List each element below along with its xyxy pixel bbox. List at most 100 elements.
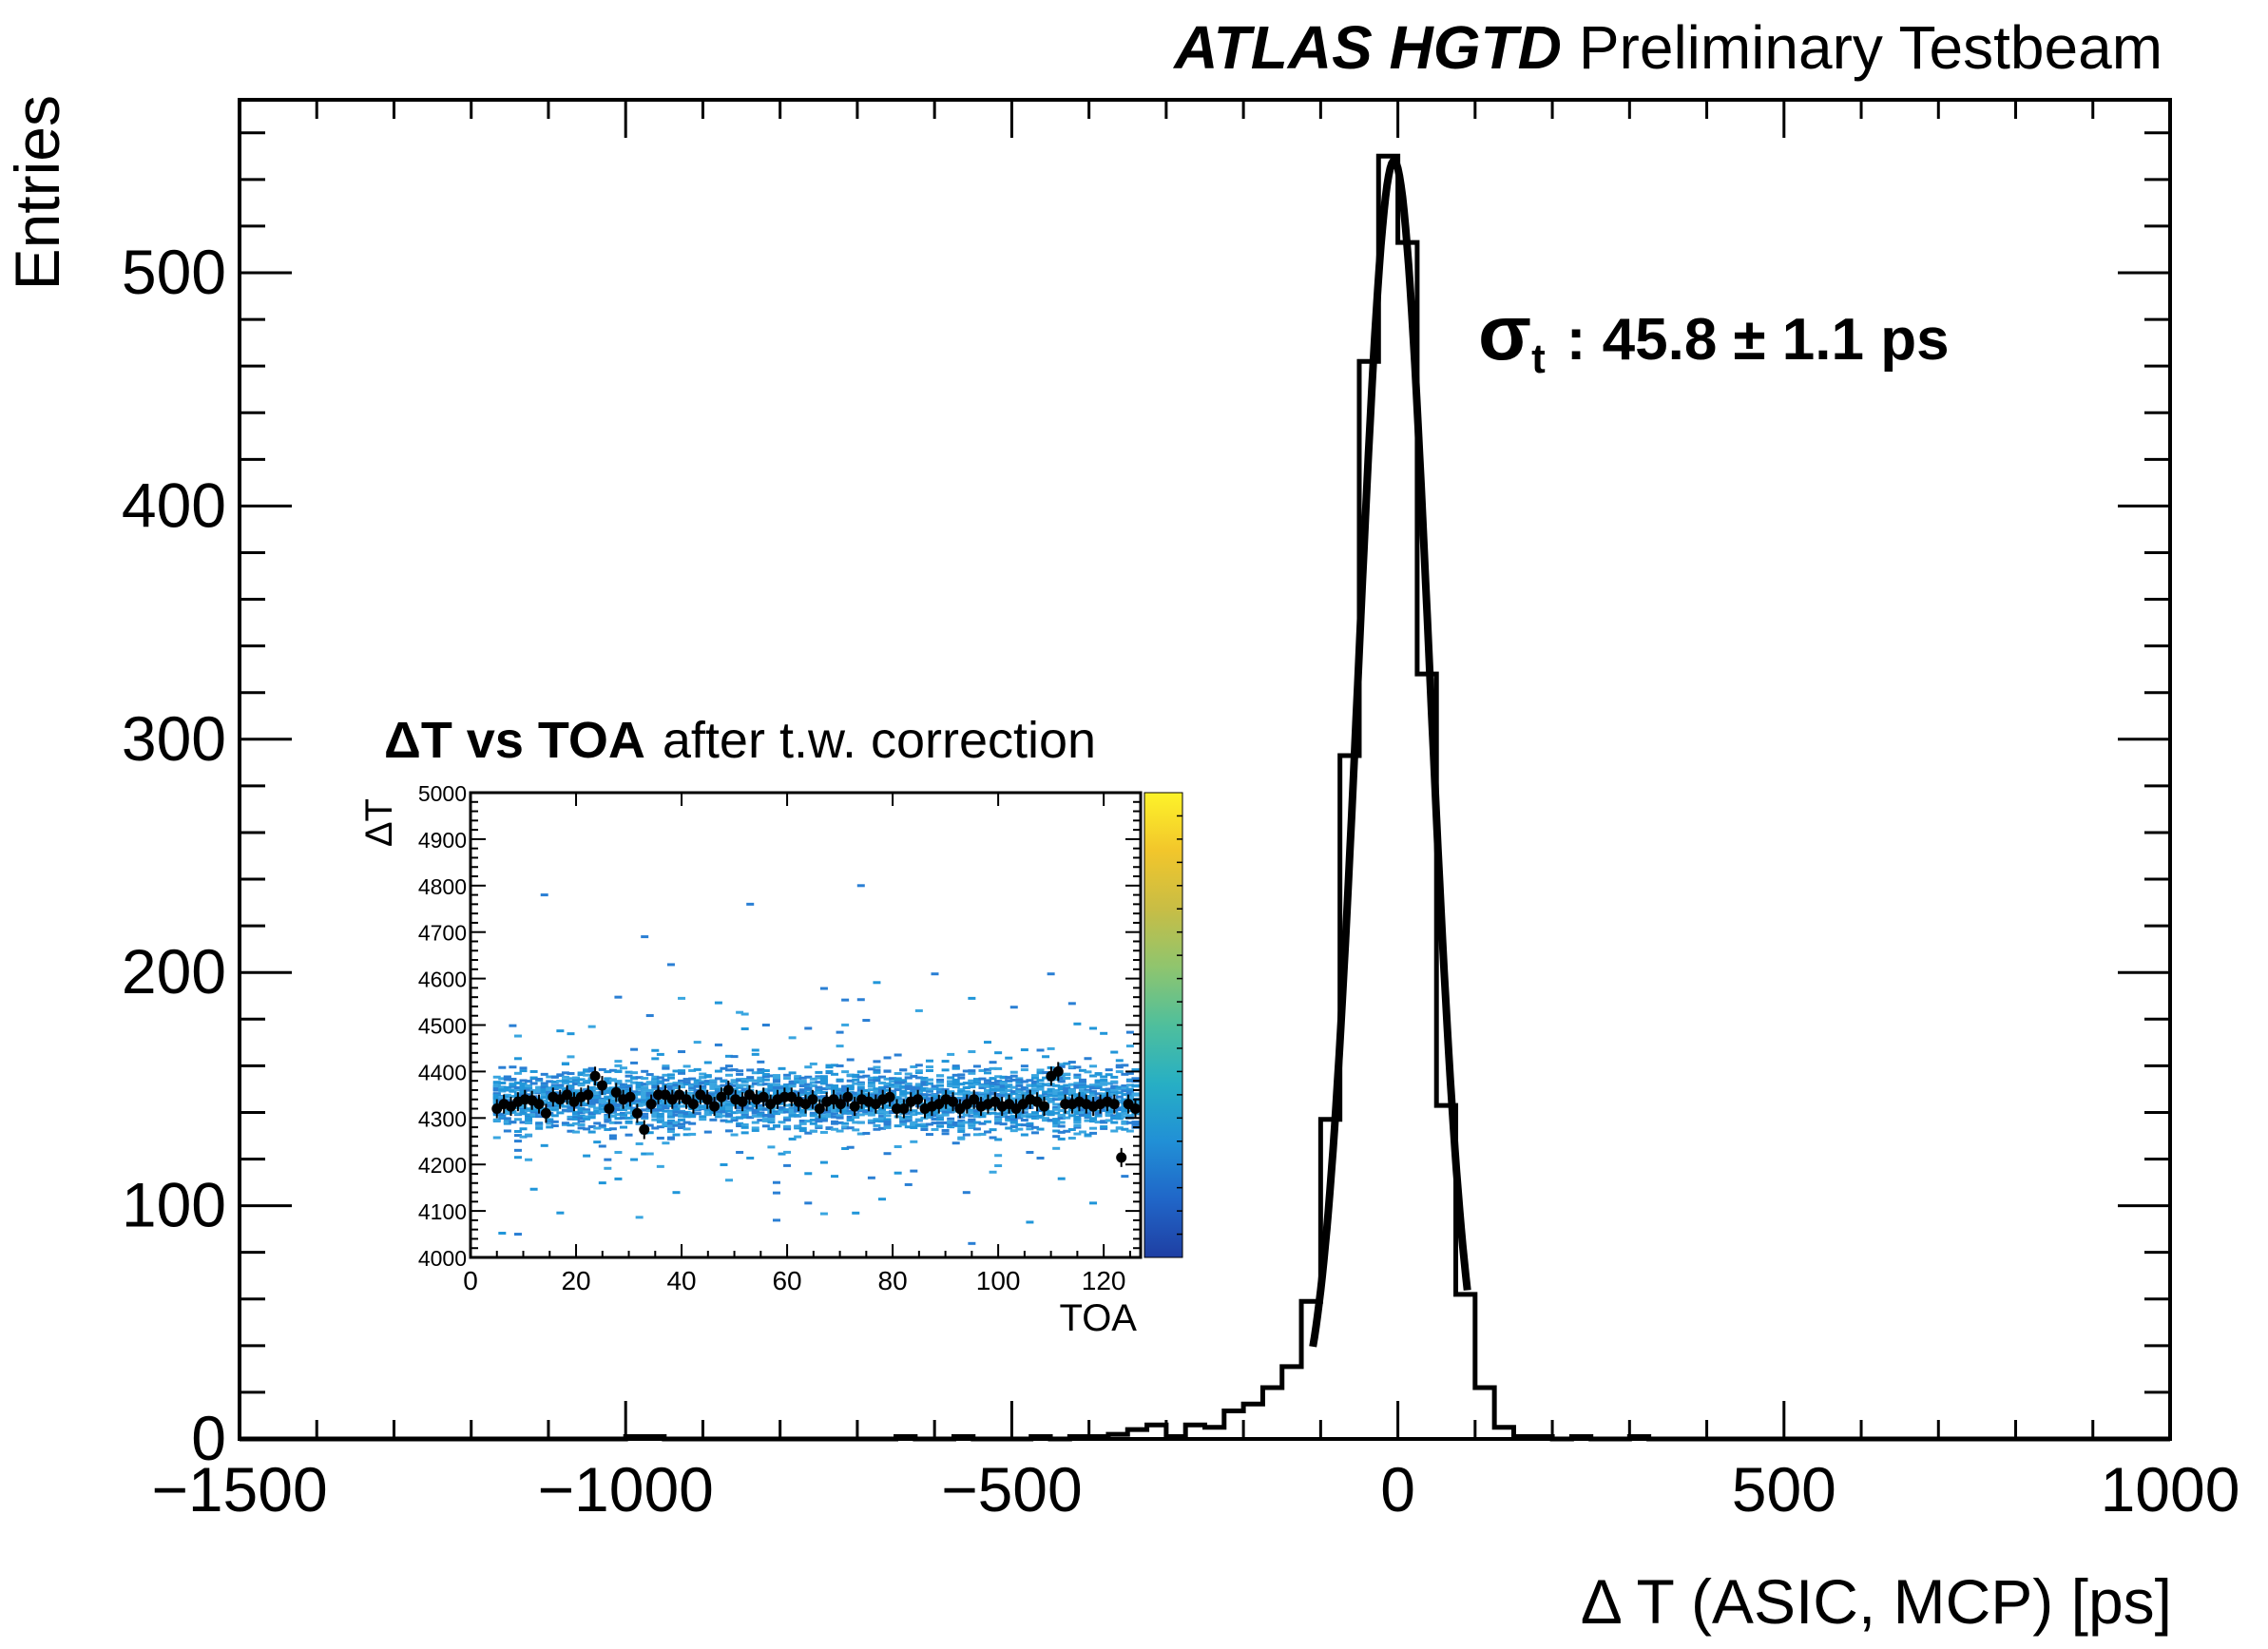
inset-cell [561, 1062, 569, 1065]
inset-cell [608, 1127, 617, 1131]
inset-cell [598, 1104, 606, 1108]
inset-cell [1115, 1064, 1124, 1067]
inset-cell [561, 1098, 569, 1102]
inset-cell [852, 1093, 860, 1097]
inset-cell [1067, 1127, 1076, 1131]
inset-cell [867, 1081, 875, 1084]
inset-profile-point [716, 1091, 727, 1103]
inset-cell [678, 1113, 686, 1117]
inset-cell [984, 1082, 992, 1085]
inset-cell [951, 1078, 960, 1082]
inset-cell [546, 1122, 554, 1125]
inset-cell [703, 1110, 712, 1114]
inset-cell [1015, 1094, 1024, 1098]
inset-cell [815, 1118, 823, 1122]
inset-profile-point [842, 1091, 854, 1103]
inset-cell [540, 1093, 548, 1097]
inset-cell [914, 1071, 923, 1075]
inset-cell [1042, 1071, 1050, 1075]
inset-cell [751, 1052, 759, 1056]
inset-cell [567, 1085, 575, 1089]
inset-cell [877, 1126, 886, 1130]
inset-cell [936, 1083, 945, 1087]
inset-cell [672, 1069, 681, 1073]
inset-cell [682, 1121, 691, 1124]
inset-cell [883, 1114, 892, 1118]
inset-cell [1084, 1057, 1092, 1061]
inset-cell [904, 1086, 913, 1090]
inset-cell [757, 1090, 765, 1094]
inset-cell [1073, 1085, 1082, 1089]
inset-cell [1121, 1127, 1129, 1131]
inset-profile-point [1038, 1101, 1049, 1112]
inset-cell [1047, 1097, 1055, 1101]
inset-cell [1131, 1093, 1140, 1097]
inset-cell [630, 1099, 639, 1103]
inset-cell [635, 1103, 644, 1107]
inset-cell [540, 1096, 548, 1100]
inset-cell [546, 1103, 554, 1107]
inset-cell [825, 1111, 834, 1115]
inset-cell [1020, 1111, 1028, 1115]
inset-cell [999, 1083, 1008, 1087]
inset-cell [567, 1129, 575, 1133]
inset-cell [989, 1111, 997, 1115]
inset-cell [852, 1116, 860, 1120]
inset-cell [852, 1091, 860, 1095]
inset-cell [593, 1086, 602, 1090]
inset-cell [1105, 1068, 1113, 1072]
inset-ticks [470, 792, 1141, 1258]
inset-cell [593, 1092, 602, 1096]
inset-cell [757, 1078, 765, 1082]
inset-cell [641, 1100, 649, 1103]
inset-cell [920, 1127, 929, 1131]
inset-cell [994, 1093, 1003, 1097]
inset-cell [941, 1121, 950, 1124]
inset-cell [815, 1124, 823, 1128]
inset-cell [492, 1088, 501, 1092]
inset-cell [831, 1112, 839, 1116]
inset-cell [751, 1082, 759, 1085]
inset-cell [914, 1069, 923, 1073]
inset-cell [503, 1129, 511, 1133]
inset-cell [1005, 1117, 1013, 1121]
inset-profile-point [610, 1086, 622, 1098]
inset-cell [703, 1108, 712, 1112]
inset-cell [767, 1121, 776, 1124]
inset-cell [947, 1117, 955, 1121]
inset-cell [819, 1080, 828, 1083]
inset-cell [666, 1076, 675, 1080]
inset-cell [957, 1115, 966, 1119]
inset-cell [899, 1117, 908, 1121]
inset-cell [846, 1058, 855, 1062]
inset-cell [894, 1124, 902, 1128]
inset-cell [815, 1091, 823, 1095]
inset-cell [1105, 1073, 1113, 1077]
inset-cell [513, 1034, 522, 1038]
inset-cell [666, 1124, 675, 1128]
inset-cell [688, 1132, 697, 1136]
inset-cell [525, 1085, 533, 1089]
inset-cell [678, 1085, 686, 1089]
inset-cell [635, 1083, 644, 1086]
inset-cell [904, 1117, 913, 1121]
inset-cell [678, 1079, 686, 1083]
inset-cell [809, 1118, 817, 1122]
inset-cell [856, 1085, 865, 1089]
inset-cell [862, 1093, 871, 1097]
inset-cell [614, 1085, 623, 1089]
inset-cell [1125, 1091, 1134, 1095]
inset-cell [873, 1068, 881, 1072]
inset-cell [925, 1122, 933, 1126]
inset-cell [682, 1111, 691, 1115]
inset-cell [1063, 1083, 1071, 1087]
inset-cell [825, 1126, 834, 1130]
inset-cell [709, 1086, 718, 1090]
inset-cell [920, 1083, 929, 1086]
inset-cell [1015, 1114, 1024, 1118]
inset-cell [672, 1121, 681, 1124]
inset-cell [867, 1105, 875, 1109]
inset-profile-points [491, 1062, 1141, 1167]
inset-cell [978, 1083, 987, 1087]
inset-cell [1100, 1125, 1108, 1129]
